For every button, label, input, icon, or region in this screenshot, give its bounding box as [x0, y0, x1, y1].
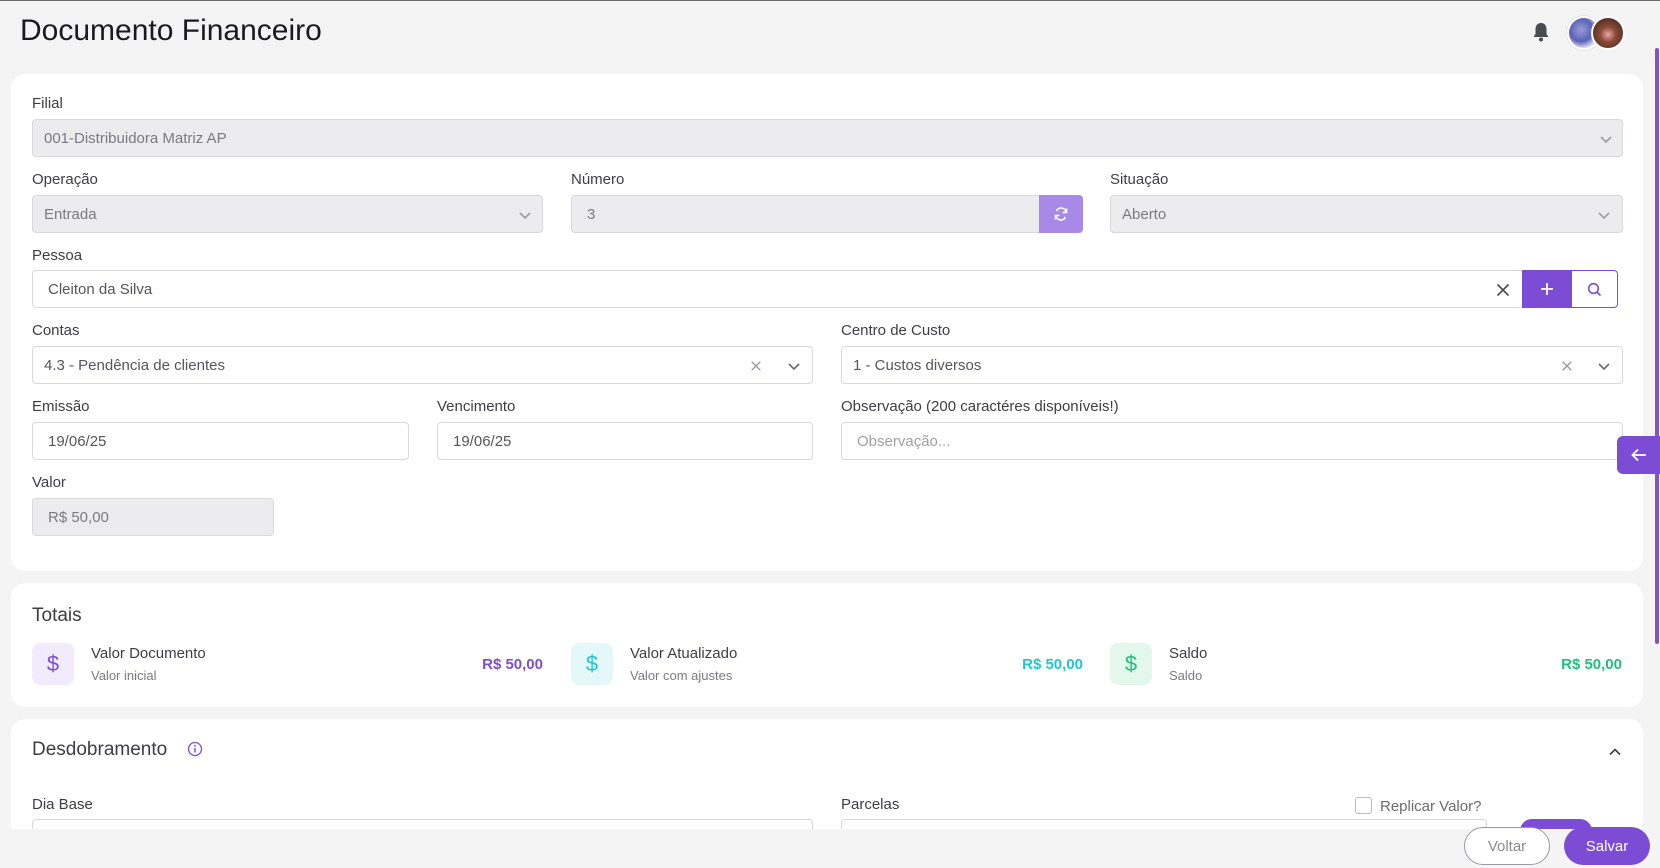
chevron-up-icon[interactable] — [1608, 745, 1622, 759]
pessoa-input[interactable]: Cleiton da Silva — [32, 270, 1523, 308]
valor-input[interactable]: R$ 50,00 — [32, 498, 274, 536]
side-panel-toggle[interactable] — [1617, 436, 1660, 474]
pessoa-label: Pessoa — [32, 247, 83, 264]
refresh-number-button[interactable] — [1039, 195, 1083, 233]
observacao-input[interactable]: Observação... — [841, 422, 1623, 460]
valor-value: R$ 50,00 — [48, 508, 109, 526]
filial-select[interactable]: 001-Distribuidora Matriz AP — [32, 119, 1623, 157]
dollar-icon: $ — [32, 643, 74, 685]
chevron-down-icon — [1598, 363, 1610, 371]
replicar-valor-checkbox[interactable] — [1355, 797, 1372, 814]
footer-bar — [0, 829, 1660, 868]
arrow-left-icon — [1630, 448, 1646, 462]
valor-documento-title: Valor Documento — [91, 645, 206, 662]
dollar-icon: $ — [571, 643, 613, 685]
totais-title: Totais — [32, 605, 82, 626]
operacao-value: Entrada — [44, 205, 97, 223]
contas-value: 4.3 - Pendência de clientes — [44, 356, 225, 374]
centro-custo-select[interactable]: 1 - Custos diversos — [841, 346, 1623, 384]
centro-custo-label: Centro de Custo — [841, 322, 951, 339]
page-title: Documento Financeiro — [20, 14, 322, 47]
emissao-label: Emissão — [32, 398, 90, 415]
parcelas-label: Parcelas — [841, 796, 900, 813]
emissao-input[interactable]: 19/06/25 — [32, 422, 409, 460]
pessoa-value: Cleiton da Silva — [48, 280, 153, 298]
parcelas-input[interactable] — [841, 819, 1487, 831]
filial-value: 001-Distribuidora Matriz AP — [44, 129, 227, 147]
saldo-title: Saldo — [1169, 645, 1208, 662]
search-icon — [1587, 282, 1602, 296]
emissao-value: 19/06/25 — [48, 432, 107, 450]
clear-icon[interactable] — [1496, 283, 1510, 297]
vencimento-label: Vencimento — [437, 398, 516, 415]
valor-atualizado-amount: R$ 50,00 — [1022, 656, 1083, 673]
contas-label: Contas — [32, 322, 80, 339]
saldo-amount: R$ 50,00 — [1561, 656, 1622, 673]
situacao-label: Situação — [1110, 171, 1169, 188]
scrollbar[interactable] — [1655, 48, 1659, 644]
valor-documento-subtitle: Valor inicial — [91, 668, 157, 683]
dia-base-input[interactable] — [32, 819, 813, 831]
bell-icon[interactable] — [1532, 22, 1550, 42]
voltar-button[interactable]: Voltar — [1464, 827, 1550, 865]
situacao-value: Aberto — [1122, 205, 1167, 223]
numero-value: 3 — [587, 205, 596, 223]
top-border — [0, 0, 1660, 1]
numero-input[interactable]: 3 — [571, 195, 1040, 233]
refresh-icon — [1054, 207, 1068, 221]
valor-atualizado-subtitle: Valor com ajustes — [630, 668, 733, 683]
salvar-button[interactable]: Salvar — [1564, 827, 1650, 865]
totais-card — [11, 583, 1643, 707]
user-avatar[interactable] — [1591, 16, 1625, 50]
add-person-button[interactable] — [1522, 270, 1572, 308]
contas-select[interactable]: 4.3 - Pendência de clientes — [32, 346, 813, 384]
vencimento-value: 19/06/25 — [453, 432, 512, 450]
valor-atualizado-title: Valor Atualizado — [630, 645, 738, 662]
dia-base-label: Dia Base — [32, 796, 93, 813]
valor-label: Valor — [32, 474, 66, 491]
dollar-icon: $ — [1110, 643, 1152, 685]
filial-label: Filial — [32, 95, 63, 112]
situacao-select[interactable]: Aberto — [1110, 195, 1623, 233]
observacao-label: Observação (200 caractéres disponíveis!) — [841, 398, 1119, 415]
vencimento-input[interactable]: 19/06/25 — [437, 422, 813, 460]
desdobramento-title: Desdobramento — [32, 739, 168, 760]
chevron-down-icon — [1600, 136, 1612, 144]
replicar-valor-label: Replicar Valor? — [1380, 798, 1482, 815]
chevron-down-icon — [788, 363, 800, 371]
numero-label: Número — [571, 171, 625, 188]
search-person-button[interactable] — [1571, 270, 1618, 308]
chevron-down-icon — [1598, 212, 1610, 220]
observacao-placeholder: Observação... — [857, 432, 951, 450]
plus-icon — [1541, 283, 1553, 295]
info-icon[interactable] — [187, 741, 203, 757]
clear-icon[interactable] — [750, 360, 762, 372]
centro-custo-value: 1 - Custos diversos — [853, 356, 982, 374]
operacao-select[interactable]: Entrada — [32, 195, 543, 233]
saldo-subtitle: Saldo — [1169, 668, 1203, 683]
page-header: Documento Financeiro — [0, 0, 1660, 64]
valor-documento-amount: R$ 50,00 — [482, 656, 543, 673]
chevron-down-icon — [519, 212, 531, 220]
operacao-label: Operação — [32, 171, 98, 188]
clear-icon[interactable] — [1561, 360, 1573, 372]
